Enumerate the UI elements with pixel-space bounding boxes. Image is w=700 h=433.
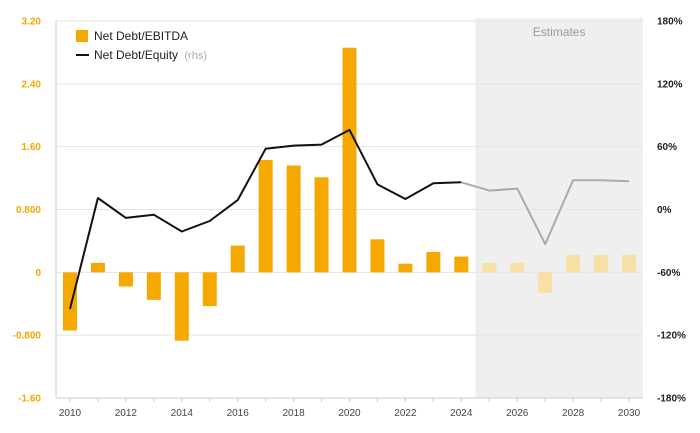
- svg-text:Net Debt/Equity (rhs): Net Debt/Equity (rhs): [94, 48, 207, 62]
- x-tick-label: 2020: [338, 408, 361, 419]
- bar-2025: [482, 262, 497, 273]
- legend-label-line: Net Debt/Equity: [94, 48, 178, 62]
- x-tick-label: 2024: [450, 408, 473, 419]
- y-left-tick-label: 0: [35, 268, 41, 279]
- x-tick-label: 2028: [562, 408, 585, 419]
- y-left-tick-label: -0.800: [13, 331, 42, 342]
- y-right-tick-label: -120%: [657, 331, 686, 342]
- estimates-label: Estimates: [533, 25, 586, 39]
- y-left-tick-label: 1.60: [22, 142, 42, 153]
- x-tick-label: 2026: [506, 408, 529, 419]
- bar-2020: [342, 47, 357, 273]
- bar-2013: [146, 272, 161, 300]
- line-estimate: [461, 179, 630, 246]
- line-series: [69, 128, 630, 310]
- x-tick-label: 2010: [59, 408, 82, 419]
- axes: 3.20 2.40 1.60 0.800 0 -0.800 -1.60 180% 120% 60%…: [13, 17, 686, 420]
- y-right-tick-label: -180%: [657, 394, 686, 405]
- bar-2012: [118, 272, 133, 287]
- y-right-tick-label: 180%: [657, 17, 683, 28]
- y-right-tick-label: 60%: [657, 142, 677, 153]
- background-layer: Estimates: [475, 18, 643, 398]
- estimates-region: [475, 18, 643, 398]
- legend-label-line-suffix: (rhs): [184, 50, 207, 62]
- line-actual: [69, 128, 462, 310]
- x-tick-label: 2022: [394, 408, 417, 419]
- y-left-tick-label: -1.60: [18, 394, 41, 405]
- bar-2010: [62, 272, 77, 331]
- bar-2019: [314, 177, 329, 273]
- legend: Net Debt/EBITDA Net Debt/Equity (rhs): [76, 29, 207, 62]
- bar-2014: [174, 272, 189, 341]
- bar-2017: [258, 160, 273, 273]
- y-right-tick-label: 0%: [657, 205, 672, 216]
- x-tick-label: 2018: [282, 408, 305, 419]
- bar-2022: [398, 263, 413, 273]
- bar-2011: [90, 262, 105, 273]
- y-left-tick-label: 3.20: [22, 17, 42, 28]
- bar-series: [62, 47, 637, 341]
- bar-2015: [202, 272, 217, 307]
- bar-2026: [510, 262, 525, 273]
- x-tick-label: 2016: [227, 408, 250, 419]
- bar-2027: [538, 272, 553, 293]
- y-right-tick-label: 120%: [657, 79, 683, 90]
- bar-2024: [454, 256, 469, 273]
- x-tick-label: 2030: [618, 408, 641, 419]
- y-left-tick-label: 2.40: [22, 79, 42, 90]
- bar-2030: [622, 255, 637, 273]
- legend-swatch-bar: [76, 30, 88, 42]
- legend-label-bar: Net Debt/EBITDA: [94, 29, 188, 43]
- y-right-tick-label: -60%: [657, 268, 680, 279]
- y-left-tick-label: 0.800: [16, 205, 41, 216]
- x-tick-label: 2012: [115, 408, 138, 419]
- bar-2016: [230, 245, 245, 273]
- bar-2018: [286, 165, 301, 273]
- bar-2021: [370, 239, 385, 273]
- bar-2029: [594, 255, 609, 273]
- bar-2023: [426, 251, 441, 273]
- x-tick-label: 2014: [171, 408, 194, 419]
- bar-2028: [566, 255, 581, 273]
